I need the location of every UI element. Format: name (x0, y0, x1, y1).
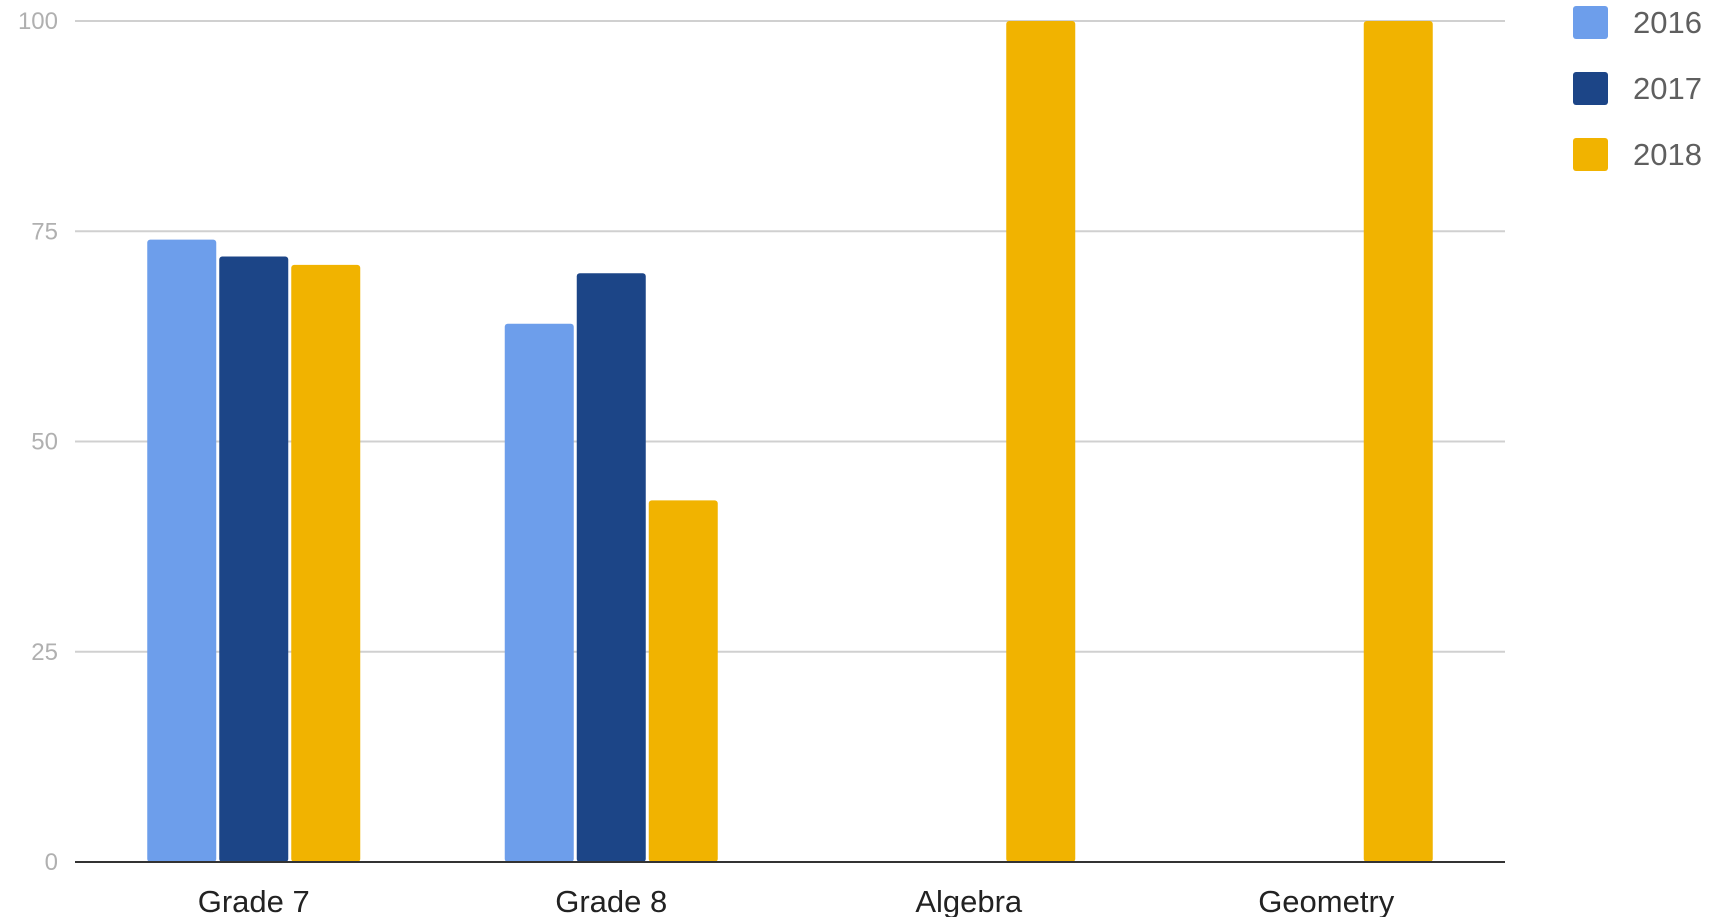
x-axis-categories: Grade 7 Grade 8 Algebra Geometry (198, 884, 1395, 917)
bar-grade-7-2016 (147, 239, 217, 862)
legend-label-2018: 2018 (1633, 137, 1702, 172)
bars (147, 21, 1433, 863)
legend: 2016 2017 2018 (1573, 5, 1702, 172)
y-tick-label: 50 (31, 429, 58, 456)
x-category-label: Algebra (915, 884, 1023, 917)
bar-grade-8-2017 (576, 273, 646, 862)
x-category-label: Grade 7 (198, 884, 310, 917)
y-tick-label: 100 (18, 8, 58, 35)
bar-algebra-2018 (1006, 21, 1076, 862)
legend-label-2016: 2016 (1633, 5, 1702, 40)
y-tick-label: 75 (31, 218, 58, 245)
legend-swatch-2016 (1573, 6, 1608, 39)
gridlines (75, 20, 1505, 653)
y-tick-label: 0 (45, 849, 58, 876)
legend-label-2017: 2017 (1633, 71, 1702, 106)
bar-grade-8-2016 (504, 323, 574, 862)
bar-grade-8-2018 (648, 500, 718, 862)
x-category-label: Grade 8 (555, 884, 667, 917)
y-tick-label: 25 (31, 639, 58, 666)
legend-swatch-2018 (1573, 138, 1608, 171)
bar-geometry-2018 (1363, 21, 1433, 862)
bar-grade-7-2017 (219, 256, 289, 863)
y-axis-ticks: 0 25 50 75 100 (18, 8, 58, 876)
legend-swatch-2017 (1573, 72, 1608, 105)
x-category-label: Geometry (1258, 884, 1395, 917)
bar-grade-7-2018 (291, 264, 361, 862)
